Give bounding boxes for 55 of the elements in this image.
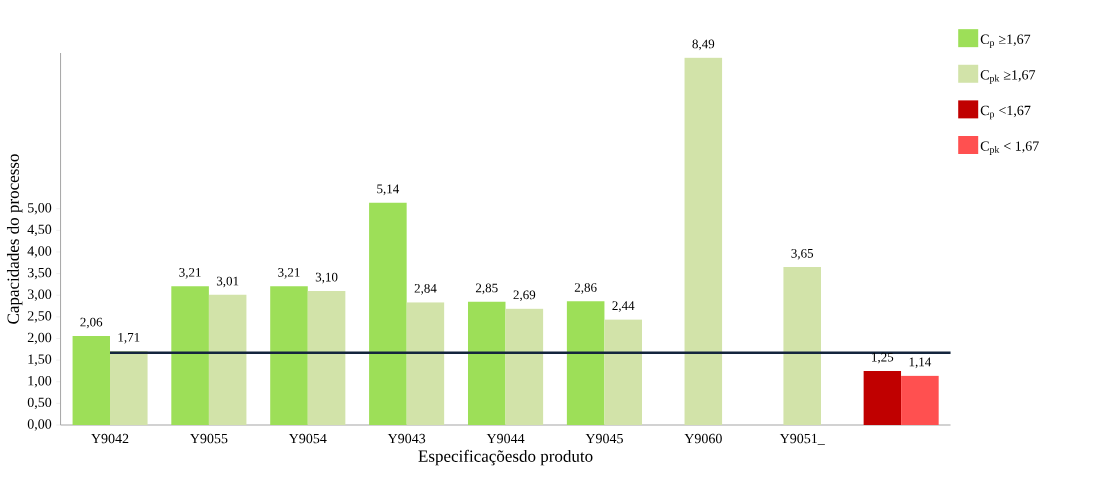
data-label: 2,06 — [80, 317, 103, 329]
bar — [208, 294, 247, 425]
y-tick-label: 3,50 — [27, 267, 52, 280]
legend-label: C$_{p}$ ≥1,67 — [980, 34, 1031, 49]
y-tick-label: 0,50 — [27, 397, 52, 410]
x-tick-label: Y9044 — [486, 433, 525, 444]
y-tick-label: 0,00 — [27, 419, 52, 431]
data-label: 3,65 — [791, 248, 814, 260]
x-tick-label: Y9051_ — [779, 433, 825, 445]
bar — [406, 302, 445, 425]
data-label: 2,84 — [414, 283, 437, 295]
bar — [270, 286, 308, 425]
x-axis-title: Especificaçõesdo produto — [418, 449, 593, 466]
data-label: 2,69 — [513, 290, 536, 302]
y-axis-title: Capacidades do processo — [6, 154, 23, 324]
y-tick-label: 1,00 — [28, 376, 52, 388]
bar — [604, 319, 643, 425]
x-tick-label: Y9045 — [585, 433, 623, 444]
bar — [369, 202, 407, 425]
data-label: 3,21 — [179, 268, 201, 279]
y-tick-label: 1,50 — [28, 354, 52, 366]
data-label: 3,10 — [315, 272, 338, 284]
legend-label: C$_{pk}$ < 1,67 — [980, 141, 1039, 155]
bar — [566, 301, 605, 425]
y-tick-label: 3,00 — [27, 289, 52, 301]
data-label: 2,85 — [475, 283, 498, 295]
y-tick-label: 2,00 — [27, 332, 52, 345]
x-tick-label: Y9042 — [91, 433, 129, 444]
y-tick-label: 4,50 — [27, 224, 52, 237]
data-label: 2,44 — [612, 301, 635, 312]
legend-label: C$_{pk}$ ≥1,67 — [980, 70, 1036, 84]
x-tick-label: Y9043 — [387, 433, 426, 444]
data-label: 8,49 — [692, 39, 715, 51]
data-label: 3,21 — [278, 268, 300, 279]
bar — [467, 301, 506, 425]
bar — [110, 351, 148, 425]
data-label: 1,71 — [118, 332, 140, 344]
x-tick-label: Y9055 — [189, 433, 228, 444]
y-tick-label: 2,50 — [27, 311, 52, 323]
bar — [72, 335, 110, 425]
bar — [901, 375, 939, 425]
legend-label: C$_{p}$ <1,67 — [980, 105, 1031, 120]
data-label: 5,14 — [377, 184, 400, 196]
data-label: 1,14 — [909, 357, 932, 369]
data-label: 1,25 — [872, 352, 894, 364]
bar — [307, 290, 346, 425]
bar — [863, 370, 902, 425]
y-tick-label: 5,00 — [28, 202, 52, 215]
data-label: 2,86 — [574, 283, 597, 294]
y-tick-label: 4,00 — [27, 246, 52, 258]
x-tick-label: Y9060 — [684, 433, 722, 444]
bar — [171, 286, 209, 425]
bar — [505, 308, 544, 425]
x-tick-label: Y9054 — [288, 433, 327, 444]
data-label: 3,01 — [216, 276, 239, 288]
